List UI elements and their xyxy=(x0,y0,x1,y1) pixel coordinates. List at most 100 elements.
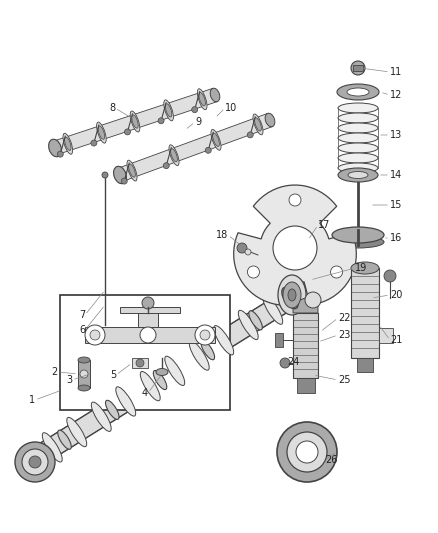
Ellipse shape xyxy=(338,143,378,153)
Polygon shape xyxy=(138,307,158,327)
Circle shape xyxy=(384,270,396,282)
Circle shape xyxy=(163,163,169,168)
Circle shape xyxy=(331,266,343,278)
Text: 20: 20 xyxy=(390,290,403,300)
Circle shape xyxy=(296,441,318,463)
Bar xyxy=(297,378,315,393)
Text: 26: 26 xyxy=(325,455,337,465)
Ellipse shape xyxy=(283,282,301,308)
Text: 17: 17 xyxy=(318,220,330,230)
Ellipse shape xyxy=(338,133,378,143)
Text: 24: 24 xyxy=(288,357,300,367)
Bar xyxy=(357,358,373,372)
Circle shape xyxy=(121,178,127,184)
Ellipse shape xyxy=(49,139,61,157)
Polygon shape xyxy=(379,328,393,343)
Ellipse shape xyxy=(238,310,258,340)
Ellipse shape xyxy=(254,118,261,131)
Ellipse shape xyxy=(171,149,177,162)
Ellipse shape xyxy=(338,103,378,113)
Circle shape xyxy=(102,172,108,178)
Ellipse shape xyxy=(91,402,111,431)
Ellipse shape xyxy=(42,433,62,462)
Ellipse shape xyxy=(165,356,185,385)
Text: 14: 14 xyxy=(390,170,402,180)
Ellipse shape xyxy=(106,400,119,419)
Circle shape xyxy=(57,151,63,157)
Ellipse shape xyxy=(63,133,73,154)
Text: 13: 13 xyxy=(390,130,402,140)
Bar xyxy=(338,108,378,168)
Circle shape xyxy=(195,325,215,345)
Text: 1: 1 xyxy=(29,395,35,405)
Circle shape xyxy=(29,456,41,468)
Ellipse shape xyxy=(199,93,205,106)
Text: 8: 8 xyxy=(109,103,115,113)
Ellipse shape xyxy=(169,145,179,166)
Ellipse shape xyxy=(189,341,209,370)
Ellipse shape xyxy=(113,166,127,184)
Circle shape xyxy=(247,266,259,278)
Text: 4: 4 xyxy=(142,388,148,398)
Circle shape xyxy=(287,432,327,472)
Circle shape xyxy=(247,132,253,138)
Ellipse shape xyxy=(166,104,172,117)
Circle shape xyxy=(277,422,337,482)
Bar xyxy=(275,333,283,347)
Circle shape xyxy=(305,292,321,308)
Text: 6: 6 xyxy=(79,325,85,335)
Ellipse shape xyxy=(338,168,378,182)
Text: 10: 10 xyxy=(225,103,237,113)
Ellipse shape xyxy=(338,113,378,123)
Bar xyxy=(353,65,363,71)
Bar xyxy=(351,268,379,358)
Circle shape xyxy=(90,330,100,340)
Ellipse shape xyxy=(140,372,160,401)
Bar xyxy=(293,313,318,378)
Ellipse shape xyxy=(282,287,298,309)
Circle shape xyxy=(91,140,97,146)
Polygon shape xyxy=(234,185,356,305)
Circle shape xyxy=(205,147,211,154)
Text: 2: 2 xyxy=(52,367,58,377)
Bar xyxy=(78,360,90,388)
Ellipse shape xyxy=(156,368,168,376)
Ellipse shape xyxy=(253,114,263,135)
Ellipse shape xyxy=(132,115,138,128)
Ellipse shape xyxy=(278,275,306,315)
Ellipse shape xyxy=(351,262,379,274)
Circle shape xyxy=(280,358,290,368)
Ellipse shape xyxy=(98,126,105,139)
Ellipse shape xyxy=(348,172,368,179)
Ellipse shape xyxy=(64,137,71,150)
Bar xyxy=(132,358,148,368)
Bar xyxy=(60,295,230,410)
Polygon shape xyxy=(120,307,180,313)
Ellipse shape xyxy=(332,236,384,248)
Ellipse shape xyxy=(67,417,87,447)
Circle shape xyxy=(22,449,48,475)
Circle shape xyxy=(289,194,301,206)
Ellipse shape xyxy=(263,295,283,324)
Ellipse shape xyxy=(338,153,378,163)
Ellipse shape xyxy=(78,385,90,391)
Circle shape xyxy=(158,118,164,124)
Text: 22: 22 xyxy=(338,313,350,323)
Ellipse shape xyxy=(116,387,136,416)
Circle shape xyxy=(245,249,251,255)
Circle shape xyxy=(351,61,365,75)
Circle shape xyxy=(200,330,210,340)
Ellipse shape xyxy=(153,370,167,390)
Text: 23: 23 xyxy=(338,330,350,340)
Polygon shape xyxy=(35,294,290,464)
Text: 11: 11 xyxy=(390,67,402,77)
Ellipse shape xyxy=(338,163,378,173)
Ellipse shape xyxy=(265,113,275,127)
Ellipse shape xyxy=(288,289,296,301)
Ellipse shape xyxy=(198,88,207,110)
Ellipse shape xyxy=(337,84,379,100)
Ellipse shape xyxy=(338,123,378,133)
Circle shape xyxy=(124,129,131,135)
Text: 15: 15 xyxy=(390,200,403,210)
Circle shape xyxy=(142,297,154,309)
